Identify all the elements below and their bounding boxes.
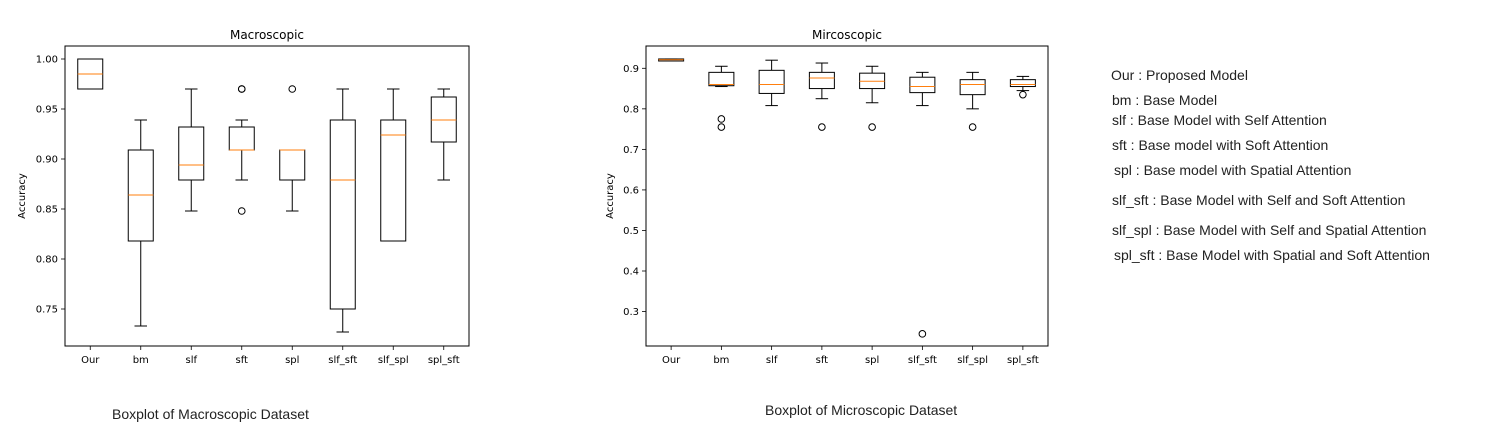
- x-tick-label: Our: [81, 355, 100, 366]
- box-slf_sft: [329, 88, 356, 333]
- outlier-point: [868, 123, 876, 131]
- box-spl_sft: [430, 88, 457, 181]
- y-tick-label: 0.80: [36, 255, 58, 266]
- box-iqr: [959, 79, 986, 96]
- box-slf_spl: [380, 88, 407, 242]
- x-tick-label: slf_sft: [908, 355, 937, 366]
- box-slf: [178, 88, 205, 212]
- plot-frame: [64, 45, 470, 347]
- outlier-point: [237, 85, 246, 93]
- x-tick-label: sft: [236, 355, 249, 366]
- box-iqr: [279, 149, 306, 181]
- box-iqr: [708, 71, 735, 87]
- box-iqr: [808, 71, 835, 90]
- box-iqr: [178, 126, 205, 181]
- box-spl: [279, 85, 306, 212]
- y-tick-label: 0.8: [623, 104, 639, 115]
- x-tick-label: slf: [185, 355, 197, 366]
- y-tick-label: 0.6: [623, 185, 639, 196]
- x-tick-label: bm: [713, 355, 729, 366]
- legend-entry-slf-sft: slf_sft : Base Model with Self and Soft …: [1112, 192, 1406, 208]
- outlier-point: [968, 123, 977, 131]
- box-slf_spl: [959, 71, 986, 131]
- boxplot-chart-1: Macroscopic Accuracy 0.75 0.80 0.85 0.90 0.95 1…: [17, 28, 470, 366]
- box-slf_sft: [909, 71, 936, 338]
- box-sft: [808, 62, 835, 131]
- y-axis-label: Accuracy: [17, 173, 28, 219]
- box-iqr: [329, 119, 356, 310]
- legend-entry-sft: sft : Base model with Soft Attention: [1112, 137, 1329, 153]
- y-tick-label: 0.90: [36, 155, 58, 166]
- y-tick-label: 0.9: [623, 64, 639, 75]
- outlier-point: [288, 85, 297, 93]
- x-tick-label: slf: [766, 355, 778, 366]
- outlier-point: [1019, 90, 1027, 99]
- box-sft: [228, 85, 255, 215]
- box-Our: [77, 58, 104, 90]
- box-iqr: [228, 126, 255, 151]
- y-tick-label: 0.5: [623, 226, 639, 237]
- y-tick-label: 0.3: [623, 307, 639, 318]
- box-bm: [127, 119, 154, 327]
- y-tick-label: 1.00: [36, 55, 58, 66]
- box-iqr: [758, 69, 785, 94]
- y-tick-label: 0.75: [36, 305, 58, 316]
- x-tick-label: slf_spl: [957, 355, 988, 366]
- plot-frame: [645, 45, 1049, 347]
- chart-title: Macroscopic: [230, 28, 304, 42]
- macroscopic-caption: Boxplot of Macroscopic Dataset: [112, 406, 309, 422]
- box-Our: [658, 58, 685, 62]
- box-iqr: [1009, 79, 1036, 88]
- microscopic-caption: Boxplot of Microscopic Dataset: [765, 402, 958, 418]
- box-bm: [708, 65, 735, 131]
- legend-entry-slf-spl: slf_spl : Base Model with Self and Spati…: [1112, 222, 1427, 238]
- y-tick-label: 0.85: [36, 205, 58, 216]
- box-spl_sft: [1009, 75, 1036, 99]
- y-tick-label: 0.95: [36, 105, 58, 116]
- x-tick-label: spl: [865, 355, 879, 366]
- x-tick-label: spl_sft: [428, 355, 460, 366]
- box-iqr: [380, 119, 407, 242]
- x-tick-label: sft: [816, 355, 829, 366]
- outlier-point: [237, 207, 246, 215]
- legend-entry-our: Our : Proposed Model: [1111, 67, 1248, 83]
- x-tick-label: spl: [285, 355, 299, 366]
- y-axis-label: Accuracy: [605, 173, 616, 219]
- legend-entry-spl: spl : Base model with Spatial Attention: [1114, 162, 1352, 178]
- legend-entry-spl-sft: spl_sft : Base Model with Spatial and So…: [1114, 247, 1430, 263]
- x-tick-label: bm: [133, 355, 149, 366]
- outlier-point: [818, 123, 826, 131]
- y-tick-label: 0.7: [623, 145, 639, 156]
- x-tick-label: slf_spl: [378, 355, 409, 366]
- box-slf: [758, 59, 785, 107]
- y-tick-label: 0.4: [623, 267, 639, 278]
- x-tick-label: Our: [662, 355, 681, 366]
- legend-entry-slf: slf : Base Model with Self Attention: [1112, 112, 1327, 128]
- boxplot-chart-2: Mircoscopic Accuracy 0.3 0.4 0.5 0.6 0.7 0.8 0.9…: [605, 28, 1049, 366]
- outlier-point: [717, 123, 726, 131]
- x-tick-label: slf_sft: [328, 355, 357, 366]
- outlier-point: [717, 115, 726, 123]
- legend-entry-bm: bm : Base Model: [1112, 92, 1218, 108]
- box-spl: [859, 65, 886, 131]
- outlier-point: [918, 330, 927, 338]
- chart-title: Mircoscopic: [812, 28, 882, 42]
- box-iqr: [909, 76, 936, 94]
- x-tick-label: spl_sft: [1007, 355, 1039, 366]
